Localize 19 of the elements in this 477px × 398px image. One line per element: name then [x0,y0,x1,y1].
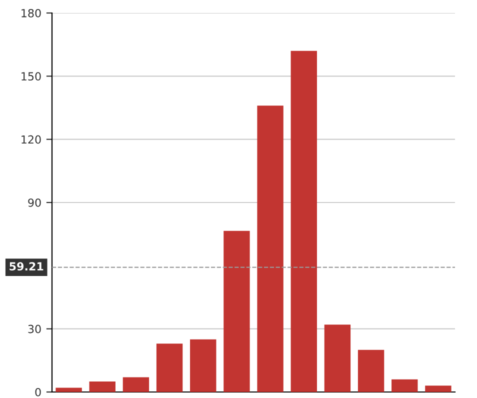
bar [190,339,216,392]
bar [56,388,82,392]
bar [156,344,183,392]
bar [122,377,150,392]
ref-line-label: 59.21 [10,262,44,271]
bar [358,350,384,392]
y-tick-label: 30 [28,324,41,334]
bar [89,381,116,392]
y-tick-label: 120 [22,135,41,144]
bar [425,386,452,392]
y-tick-label: 150 [22,72,41,81]
bar [290,50,317,392]
bar [392,379,418,392]
bar [324,324,351,392]
bar [257,106,284,392]
y-tick-label: 0 [35,388,41,396]
y-tick-label: 90 [28,198,41,207]
bar [224,230,250,392]
y-tick-label: 180 [22,8,41,18]
